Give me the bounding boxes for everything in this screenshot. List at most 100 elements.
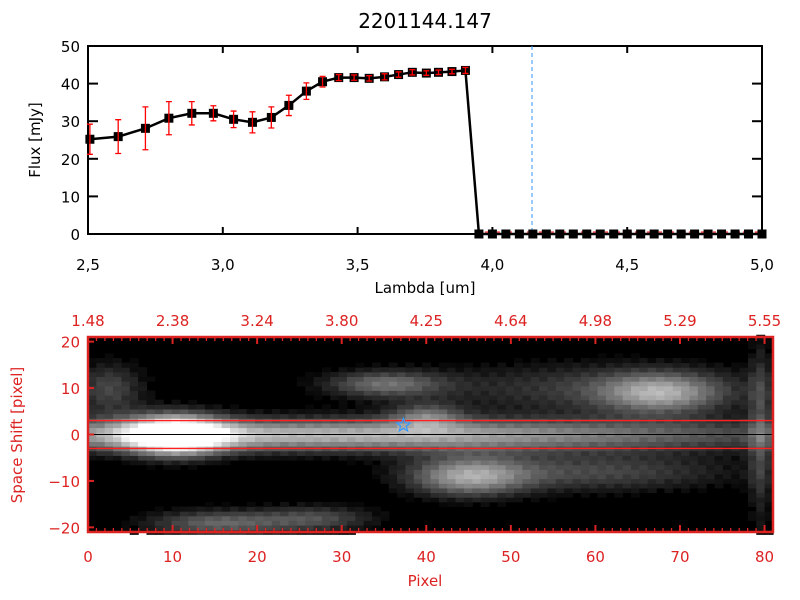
heatmap-cell: [129, 409, 139, 415]
heatmap-cell: [639, 371, 649, 378]
heatmap-cell: [614, 450, 624, 456]
heatmap-cell: [722, 455, 732, 461]
heatmap-cell: [514, 381, 523, 387]
heatmap-cell: [372, 455, 381, 461]
x-tick-label: 2,5: [76, 256, 100, 274]
heatmap-cell: [438, 422, 448, 429]
top-xlabel: Lambda [um]: [375, 279, 476, 297]
heatmap-cell: [363, 460, 373, 466]
heatmap-cell: [138, 427, 148, 433]
heatmap-cell: [572, 376, 582, 382]
heatmap-cell: [188, 409, 198, 415]
error-bar: [435, 69, 442, 76]
heatmap-cell: [672, 474, 682, 480]
heatmap-cell: [647, 381, 657, 387]
heatmap-cell: [154, 427, 164, 433]
heatmap-cell: [313, 427, 323, 433]
heatmap-cell: [714, 483, 724, 489]
heatmap-cell: [514, 483, 523, 489]
heatmap-cell: [388, 413, 398, 419]
heatmap-cell: [539, 376, 549, 382]
heatmap-cell: [154, 436, 164, 443]
heatmap-cell: [555, 371, 565, 378]
heatmap-cell: [372, 450, 381, 456]
heatmap-cell: [639, 487, 649, 494]
heatmap-cell: [555, 441, 565, 447]
heatmap-cell: [88, 371, 97, 378]
heatmap-cell: [614, 376, 624, 382]
heatmap-cell: [380, 511, 390, 517]
heatmap-cell: [372, 371, 381, 378]
heatmap-cell: [363, 409, 373, 415]
heatmap-cell: [363, 455, 373, 461]
heatmap-cell: [514, 367, 523, 373]
heatmap-cell: [413, 422, 423, 429]
heatmap-cell: [96, 362, 106, 368]
heatmap-cell: [355, 455, 365, 461]
heatmap-cell: [747, 450, 757, 456]
heatmap-cell: [455, 436, 465, 443]
heatmap-cell: [196, 427, 206, 433]
heatmap-cell: [747, 515, 757, 521]
heatmap-cell: [505, 413, 515, 419]
heatmap-cell: [739, 436, 749, 443]
heatmap-cell: [405, 399, 415, 405]
x-tick-label: 4,0: [480, 256, 504, 274]
heatmap-cell: [756, 483, 766, 489]
heatmap-cell: [413, 409, 423, 415]
heatmap-cell: [430, 385, 440, 391]
heatmap-cell: [630, 450, 640, 456]
heatmap-cell: [305, 515, 315, 521]
heatmap-cell: [380, 376, 390, 382]
heatmap-cell: [113, 413, 123, 419]
heatmap-cell: [564, 455, 574, 461]
heatmap-cell: [179, 409, 189, 415]
heatmap-cell: [722, 367, 732, 373]
heatmap-cell: [146, 460, 156, 466]
heatmap-cell: [280, 515, 290, 521]
heatmap-cell: [739, 487, 749, 494]
heatmap-cell: [622, 395, 632, 401]
error-bar: [142, 106, 149, 151]
heatmap-cell: [330, 436, 340, 443]
x-tick-label: 10: [163, 548, 182, 566]
heatmap-cell: [313, 413, 323, 419]
heatmap-cell: [338, 404, 348, 410]
heatmap-cell: [747, 385, 757, 391]
heatmap-cell: [580, 362, 590, 368]
heatmap-cell: [355, 399, 365, 405]
heatmap-cell: [113, 441, 123, 447]
heatmap-cell: [488, 492, 498, 498]
heatmap-cell: [388, 450, 398, 456]
heatmap-cell: [171, 455, 181, 461]
heatmap-cell: [405, 362, 415, 368]
heatmap-cell: [656, 381, 666, 387]
heatmap-cell: [547, 469, 557, 475]
heatmap-cell: [163, 427, 173, 433]
heatmap-cell: [597, 460, 607, 466]
top-wavelength-tick-label: 4.98: [579, 312, 612, 330]
heatmap-cell: [764, 362, 774, 368]
heatmap-cell: [747, 371, 757, 378]
heatmap-cell: [539, 441, 549, 447]
heatmap-cell: [505, 367, 515, 373]
heatmap-cell: [630, 492, 640, 498]
heatmap-cell: [731, 450, 741, 456]
heatmap-cell: [88, 390, 97, 396]
heatmap-cell: [372, 422, 381, 429]
heatmap-cell: [697, 478, 707, 484]
heatmap-cell: [630, 395, 640, 401]
heatmap-cell: [672, 460, 682, 466]
heatmap-cell: [539, 455, 549, 461]
heatmap-cell: [622, 362, 632, 368]
heatmap-cell: [497, 474, 507, 480]
heatmap-cell: [221, 460, 231, 466]
heatmap-cell: [305, 455, 315, 461]
heatmap-cell: [388, 409, 398, 415]
heatmap-cell: [363, 515, 373, 521]
heatmap-cell: [397, 385, 407, 391]
heatmap-cell: [597, 450, 607, 456]
heatmap-cell: [171, 413, 181, 419]
heatmap-cell: [480, 474, 490, 480]
heatmap-cell: [96, 385, 106, 391]
